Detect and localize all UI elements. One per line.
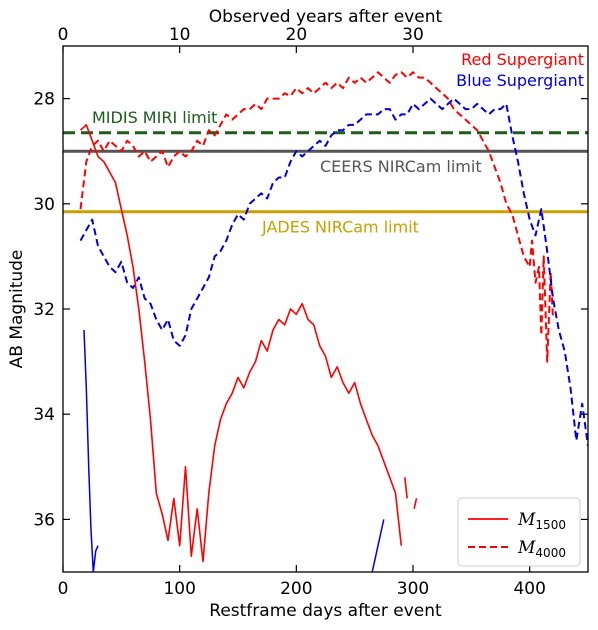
x-tick-label: 100 <box>163 579 195 599</box>
series-blue-supergiant-m4000 <box>79 97 588 446</box>
legend-label-subscript: 1500 <box>535 518 566 532</box>
series-red-fragment-2 <box>413 498 418 510</box>
top-x-tick-label: 0 <box>58 25 69 45</box>
y-tick-label: 28 <box>33 90 55 110</box>
top-x-tick-label: 10 <box>169 25 191 45</box>
x-tick-label: 0 <box>58 579 69 599</box>
y-axis-title: AB Magnitude <box>7 250 27 369</box>
series-blue-supergiant-m1500-part-1 <box>83 329 99 572</box>
x-tick-label: 200 <box>280 579 312 599</box>
series-red-fragment-1 <box>404 477 408 499</box>
top-x-tick-label: 20 <box>286 25 308 45</box>
y-tick-label: 32 <box>33 300 55 320</box>
series-red-supergiant-m1500 <box>79 124 403 563</box>
series-red-supergiant-m4000 <box>79 71 554 363</box>
limit-label-midis-miri-limit: MIDIS MIRI limit <box>92 108 217 127</box>
series-lines <box>79 71 588 572</box>
x-tick-label: 400 <box>513 579 545 599</box>
x-tick-label: 300 <box>397 579 429 599</box>
annotation-blue-supergiant: Blue Supergiant <box>456 71 584 90</box>
limit-lines <box>63 131 588 214</box>
top-x-tick-label: 30 <box>402 25 424 45</box>
x-axis-title: Restframe days after event <box>209 601 442 621</box>
y-tick-label: 30 <box>33 195 55 215</box>
chart-text: 0 100 200 300 400 28 30 32 34 36 0 10 20 30 Restframe … <box>7 7 584 621</box>
annotation-red-supergiant: Red Supergiant <box>461 50 584 69</box>
legend-box <box>457 497 581 567</box>
legend-label-subscript: 4000 <box>535 546 566 560</box>
y-tick-label: 34 <box>33 405 55 425</box>
limit-label-ceers-nircam-limit: CEERS NIRCam limit <box>320 157 482 176</box>
y-tick-label: 36 <box>33 510 55 530</box>
limit-label-jades-nircam-limit: JADES NIRCam limit <box>261 218 419 237</box>
top-x-axis-title: Observed years after event <box>209 7 443 27</box>
axes <box>62 45 589 573</box>
series-blue-supergiant-m1500-part-2 <box>371 519 385 572</box>
